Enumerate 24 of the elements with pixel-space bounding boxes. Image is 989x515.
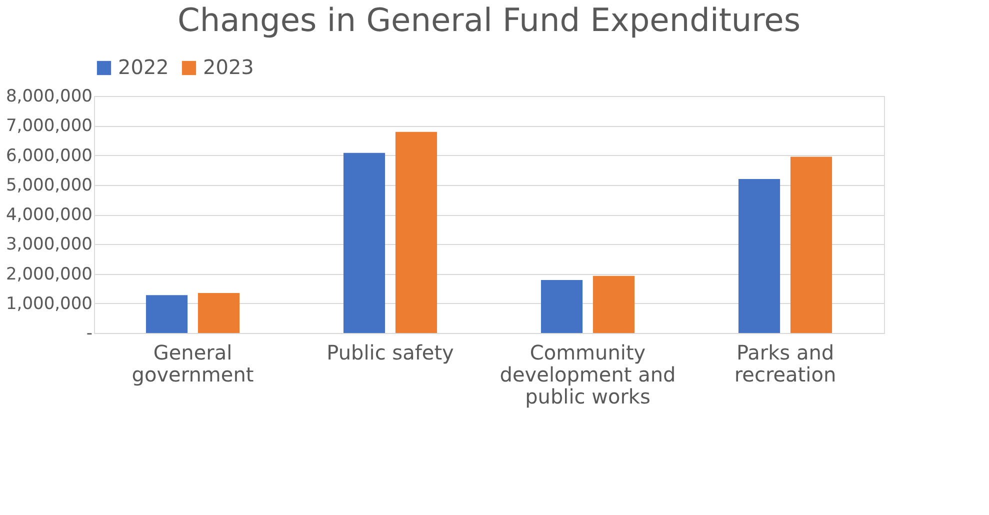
y-tick-label: 5,000,000 — [6, 175, 92, 196]
y-tick-label: 8,000,000 — [6, 86, 92, 106]
x-tick-label: Public safety — [326, 340, 454, 364]
y-tick-label: 4,000,000 — [6, 205, 92, 225]
x-tick-label: Community development and public works — [500, 340, 676, 408]
legend-label: 2022 — [118, 55, 169, 79]
y-tick-label: - — [86, 324, 92, 344]
bar — [540, 280, 583, 333]
y-tick-label: 6,000,000 — [6, 146, 92, 166]
bar — [395, 132, 438, 333]
y-tick-label: 7,000,000 — [6, 116, 92, 136]
x-tick-label: General government — [132, 340, 254, 386]
x-tick-label: Parks and recreation — [734, 340, 836, 386]
y-tick-label: 3,000,000 — [6, 234, 92, 255]
bar — [343, 152, 386, 333]
chart-title: Changes in General Fund Expenditures — [178, 1, 800, 39]
bar — [738, 178, 780, 333]
bar — [198, 293, 240, 333]
bar — [592, 276, 635, 333]
bar — [790, 156, 832, 333]
bar — [146, 295, 188, 333]
legend-label: 2023 — [203, 55, 254, 79]
y-tick-label: 2,000,000 — [6, 264, 92, 284]
y-tick-label: 1,000,000 — [6, 294, 92, 314]
